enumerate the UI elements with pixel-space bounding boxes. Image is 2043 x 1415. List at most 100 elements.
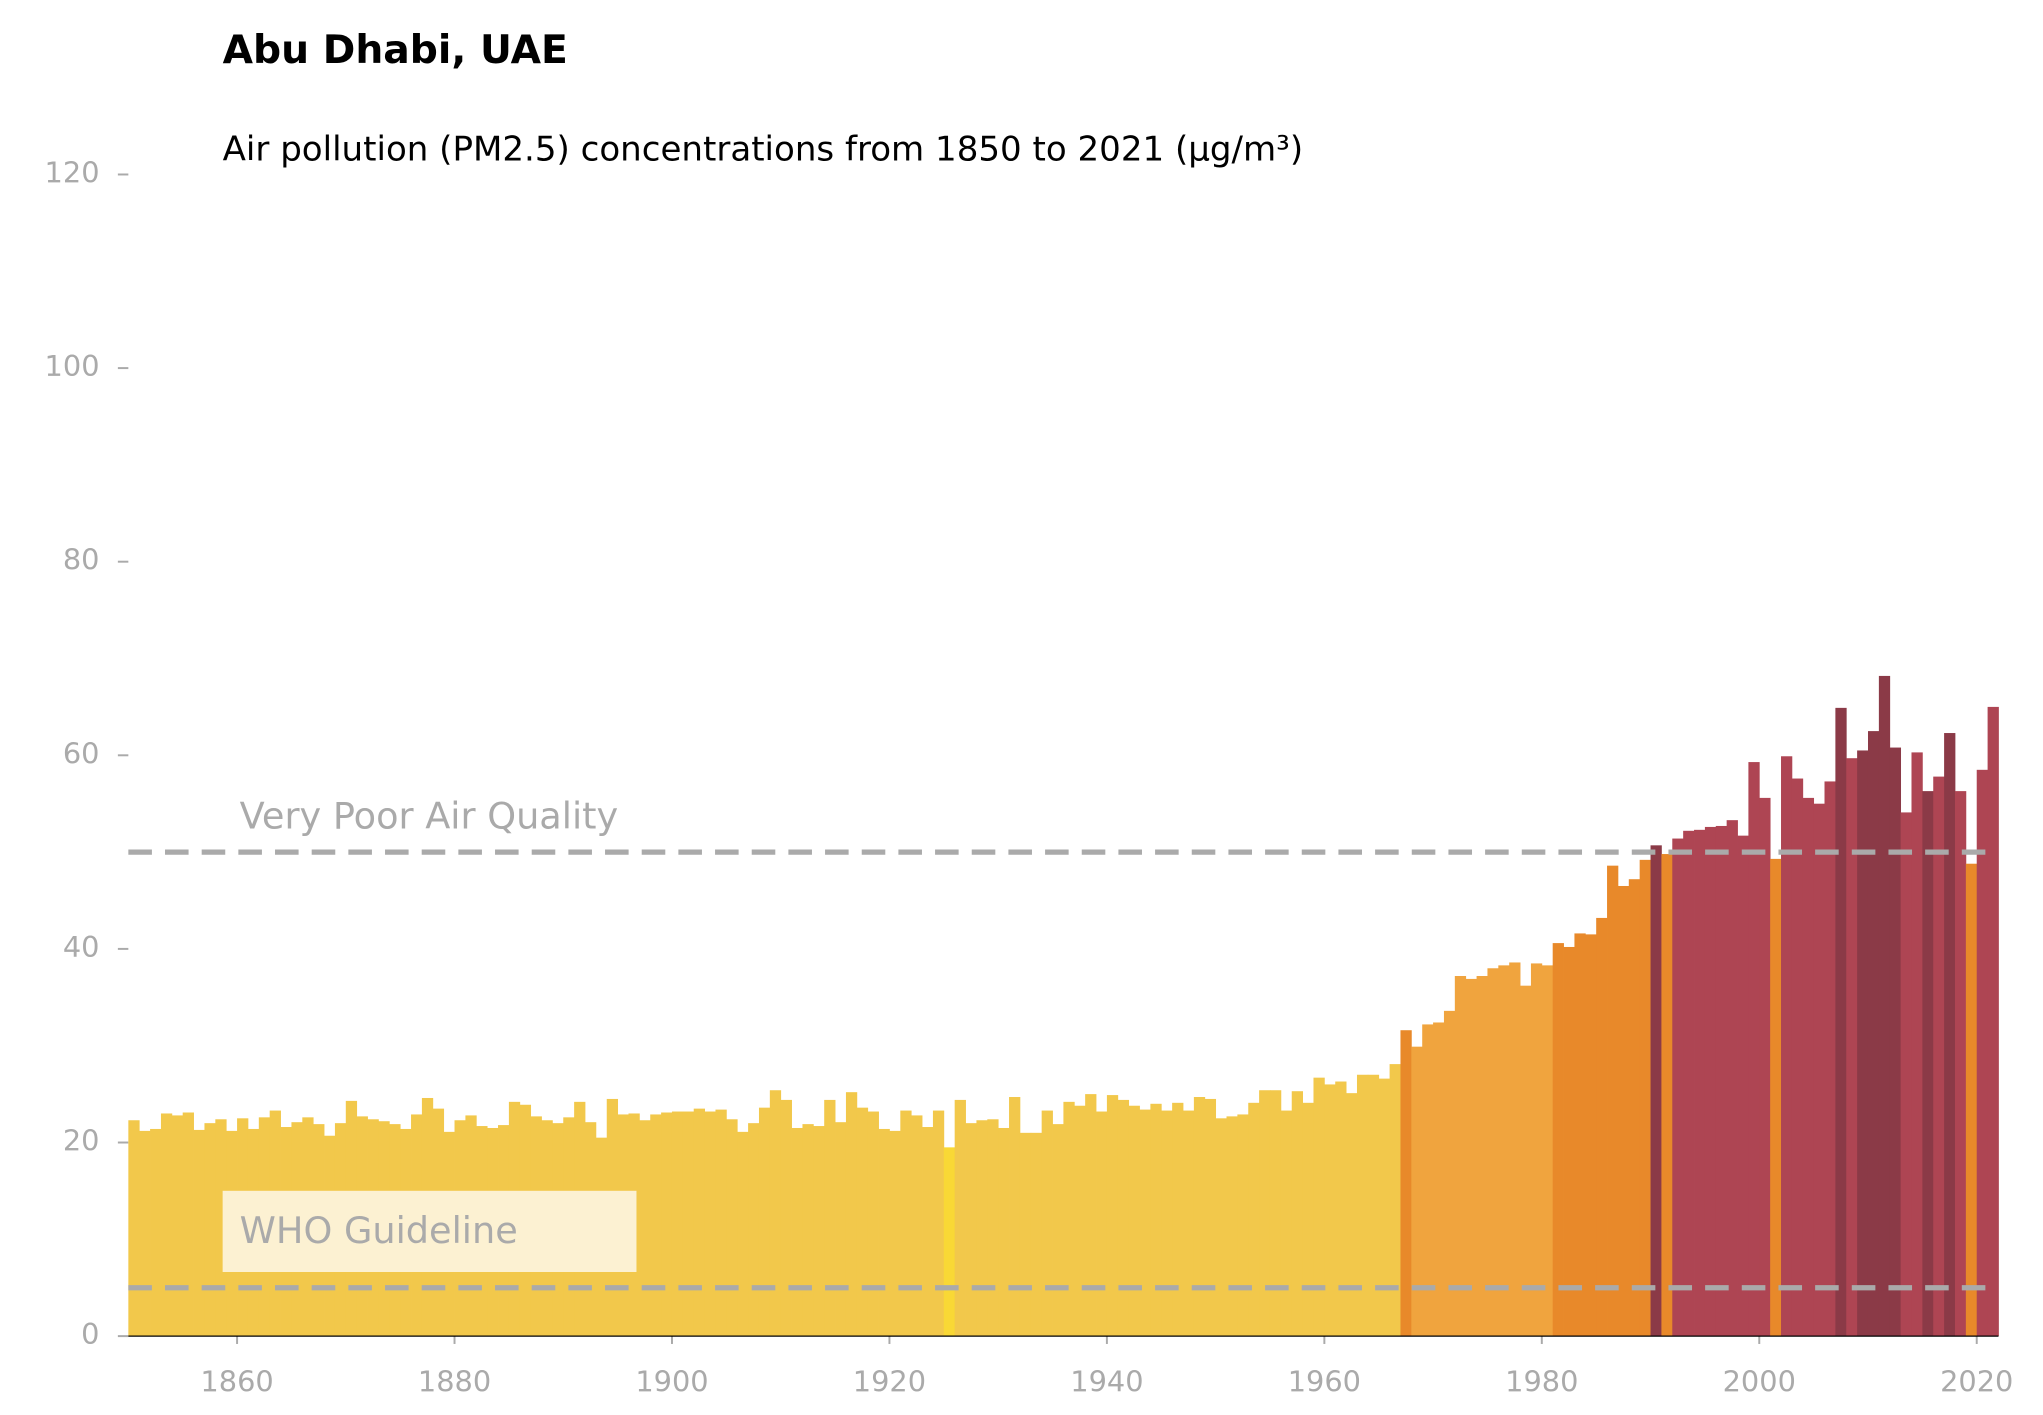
y-tick-label: 40 <box>63 930 100 964</box>
y-tick-label: 120 <box>45 155 100 189</box>
bar <box>1259 1090 1271 1337</box>
x-tick-label: 1920 <box>853 1364 926 1398</box>
bar <box>976 1120 988 1337</box>
x-tick-label: 1860 <box>200 1364 273 1398</box>
bar <box>1422 1024 1434 1337</box>
bar <box>1672 838 1684 1337</box>
bar <box>1248 1102 1260 1337</box>
bar <box>1770 858 1782 1337</box>
bar <box>791 1127 803 1337</box>
bar <box>1106 1095 1119 1337</box>
bar <box>856 1107 869 1337</box>
bar <box>987 1119 999 1337</box>
bar <box>1378 1078 1390 1337</box>
bar <box>1172 1102 1184 1337</box>
bar <box>1433 1022 1445 1337</box>
bar <box>1443 1010 1456 1337</box>
bar <box>835 1122 847 1337</box>
bar <box>1976 769 1988 1337</box>
bar <box>1139 1109 1151 1337</box>
bar <box>1617 885 1630 1337</box>
bar <box>900 1110 912 1337</box>
bar <box>1454 976 1467 1337</box>
bar <box>1661 854 1673 1337</box>
bar <box>1324 1084 1336 1337</box>
x-tick-label: 1980 <box>1505 1364 1578 1398</box>
bar <box>1835 707 1847 1337</box>
bar <box>1813 803 1825 1337</box>
bar <box>726 1119 738 1337</box>
bar <box>1520 985 1532 1337</box>
bar <box>1063 1101 1075 1337</box>
bar <box>1074 1105 1086 1337</box>
bar <box>1346 1093 1358 1337</box>
bar <box>1694 829 1706 1337</box>
bar <box>1867 731 1880 1337</box>
bar <box>1019 1132 1032 1337</box>
bar <box>911 1115 923 1337</box>
x-tick-label: 1960 <box>1288 1364 1361 1398</box>
bar <box>1498 965 1510 1337</box>
bar <box>171 1115 184 1337</box>
bar <box>1041 1110 1053 1337</box>
bar <box>715 1109 727 1337</box>
bar <box>1628 879 1641 1337</box>
bar <box>824 1099 836 1337</box>
chart-subtitle: Air pollution (PM2.5) concentrations fro… <box>223 129 1303 169</box>
bar <box>661 1112 673 1337</box>
bar <box>1411 1046 1423 1337</box>
bar <box>1802 797 1815 1337</box>
bar <box>639 1120 651 1337</box>
bar <box>1683 830 1695 1337</box>
bar <box>1302 1102 1314 1337</box>
y-tick-label: 80 <box>63 543 100 577</box>
bar <box>1726 820 1738 1337</box>
bar <box>1291 1091 1304 1337</box>
bar <box>1846 758 1858 1337</box>
bar <box>1183 1110 1195 1337</box>
bar <box>998 1127 1010 1337</box>
bar <box>1737 835 1749 1337</box>
bar <box>1650 845 1662 1337</box>
bar <box>650 1114 662 1337</box>
bar <box>932 1110 945 1337</box>
bar <box>1030 1132 1043 1337</box>
bar <box>139 1130 151 1337</box>
x-tick-label: 2000 <box>1723 1364 1796 1398</box>
bar <box>1900 812 1912 1337</box>
reference-label: Very Poor Air Quality <box>240 795 619 838</box>
bar <box>1096 1111 1108 1337</box>
bar <box>1857 750 1869 1337</box>
bar <box>1944 733 1956 1337</box>
x-tick-label: 1880 <box>418 1364 491 1398</box>
bar <box>1400 1030 1412 1337</box>
bar <box>1889 747 1902 1337</box>
bar <box>1052 1124 1064 1337</box>
x-tick-label: 1900 <box>635 1364 708 1398</box>
bar <box>182 1112 194 1337</box>
bar <box>1759 797 1771 1337</box>
bar <box>1280 1110 1293 1337</box>
bar <box>1585 934 1597 1337</box>
bar <box>1704 826 1717 1337</box>
label-box <box>222 1190 637 1272</box>
bar <box>1748 762 1760 1337</box>
y-tick-label: 0 <box>81 1317 99 1351</box>
bar <box>1117 1099 1130 1337</box>
bar <box>769 1090 782 1337</box>
bar <box>1237 1114 1249 1337</box>
bar <box>1269 1090 1282 1337</box>
bar <box>1313 1077 1325 1337</box>
bar <box>1541 965 1554 1337</box>
bar <box>160 1113 173 1337</box>
bar <box>1530 963 1543 1337</box>
bar <box>758 1107 771 1337</box>
bar <box>1465 978 1477 1337</box>
bar <box>965 1123 977 1337</box>
bar <box>1922 791 1934 1337</box>
bar <box>943 1147 956 1337</box>
bar <box>1389 1064 1401 1337</box>
bar <box>954 1099 966 1337</box>
x-tick-label: 1940 <box>1070 1364 1143 1398</box>
